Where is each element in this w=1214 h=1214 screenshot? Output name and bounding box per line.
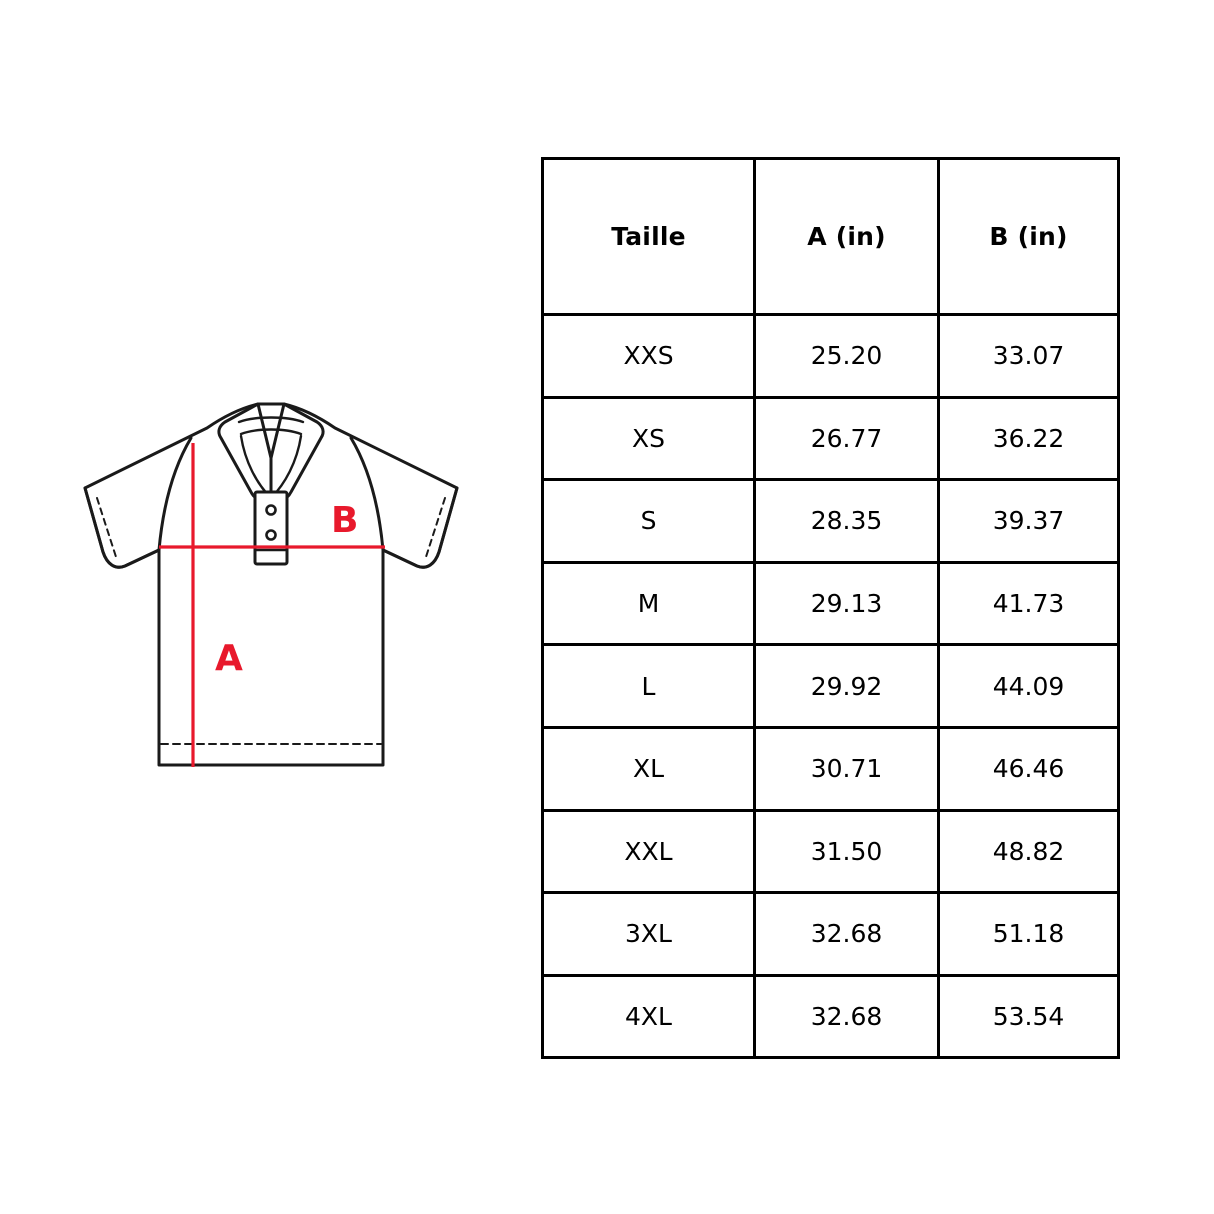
left-sleeve-cuff	[83, 486, 161, 569]
right-sleeve-cuff	[381, 486, 459, 569]
table-row: 3XL 32.68 51.18	[541, 891, 1120, 977]
column-header-size: Taille	[541, 157, 756, 316]
shirt-body-outline	[83, 402, 459, 767]
table-row: M 29.13 41.73	[541, 560, 1120, 647]
cell-a: 29.13	[753, 560, 940, 647]
collar-inner-band	[237, 416, 305, 424]
size-table-container: Taille A (in) B (in) XXS 25.20 33.07 XS …	[541, 157, 1120, 1060]
cell-size: L	[541, 643, 756, 729]
polo-shirt-diagram: A B	[55, 380, 485, 800]
table-row: L 29.92 44.09	[541, 643, 1120, 729]
size-table-body: XXS 25.20 33.07 XS 26.77 36.22 S 28.35 3…	[541, 313, 1120, 1060]
cell-b: 48.82	[937, 808, 1120, 895]
cell-b: 39.37	[937, 478, 1120, 564]
measure-label-a: A	[215, 638, 243, 679]
column-header-a: A (in)	[753, 157, 940, 316]
cell-size: XXL	[541, 808, 756, 895]
cell-a: 31.50	[753, 808, 940, 895]
placket	[253, 490, 289, 566]
shirt-outline-group	[83, 402, 459, 767]
cell-a: 29.92	[753, 643, 940, 729]
cell-a: 30.71	[753, 725, 940, 812]
right-cuff-stitch	[424, 497, 446, 561]
cell-a: 32.68	[753, 973, 940, 1060]
cell-size: S	[541, 478, 756, 564]
cell-b: 41.73	[937, 560, 1120, 647]
cell-b: 51.18	[937, 891, 1120, 977]
header-row: Taille A (in) B (in)	[541, 157, 1120, 316]
collar-inner-band-2	[239, 428, 303, 436]
cell-a: 32.68	[753, 891, 940, 977]
cell-size: XS	[541, 395, 756, 482]
cell-size: M	[541, 560, 756, 647]
cell-b: 44.09	[937, 643, 1120, 729]
cell-size: XXS	[541, 313, 756, 399]
polo-shirt-svg: A B	[83, 402, 459, 767]
cell-a: 25.20	[753, 313, 940, 399]
cell-b: 36.22	[937, 395, 1120, 482]
cell-size: 4XL	[541, 973, 756, 1060]
left-cuff-stitch	[96, 497, 118, 561]
cell-a: 26.77	[753, 395, 940, 482]
table-row: S 28.35 39.37	[541, 478, 1120, 564]
measure-label-b: B	[331, 500, 358, 541]
size-table-header: Taille A (in) B (in)	[541, 157, 1120, 316]
cell-b: 46.46	[937, 725, 1120, 812]
measurement-guides	[159, 443, 385, 767]
cell-b: 53.54	[937, 973, 1120, 1060]
table-row: XXL 31.50 48.82	[541, 808, 1120, 895]
button-bottom-icon	[265, 529, 277, 541]
cell-size: XL	[541, 725, 756, 812]
table-row: XS 26.77 36.22	[541, 395, 1120, 482]
size-table: Taille A (in) B (in) XXS 25.20 33.07 XS …	[541, 157, 1120, 1060]
table-row: XXS 25.20 33.07	[541, 313, 1120, 399]
column-header-b: B (in)	[937, 157, 1120, 316]
cell-b: 33.07	[937, 313, 1120, 399]
cell-a: 28.35	[753, 478, 940, 564]
cell-size: 3XL	[541, 891, 756, 977]
table-row: 4XL 32.68 53.54	[541, 973, 1120, 1060]
button-top-icon	[265, 504, 277, 516]
right-shoulder-seam	[349, 436, 385, 552]
table-row: XL 30.71 46.46	[541, 725, 1120, 812]
left-shoulder-seam	[157, 436, 193, 552]
